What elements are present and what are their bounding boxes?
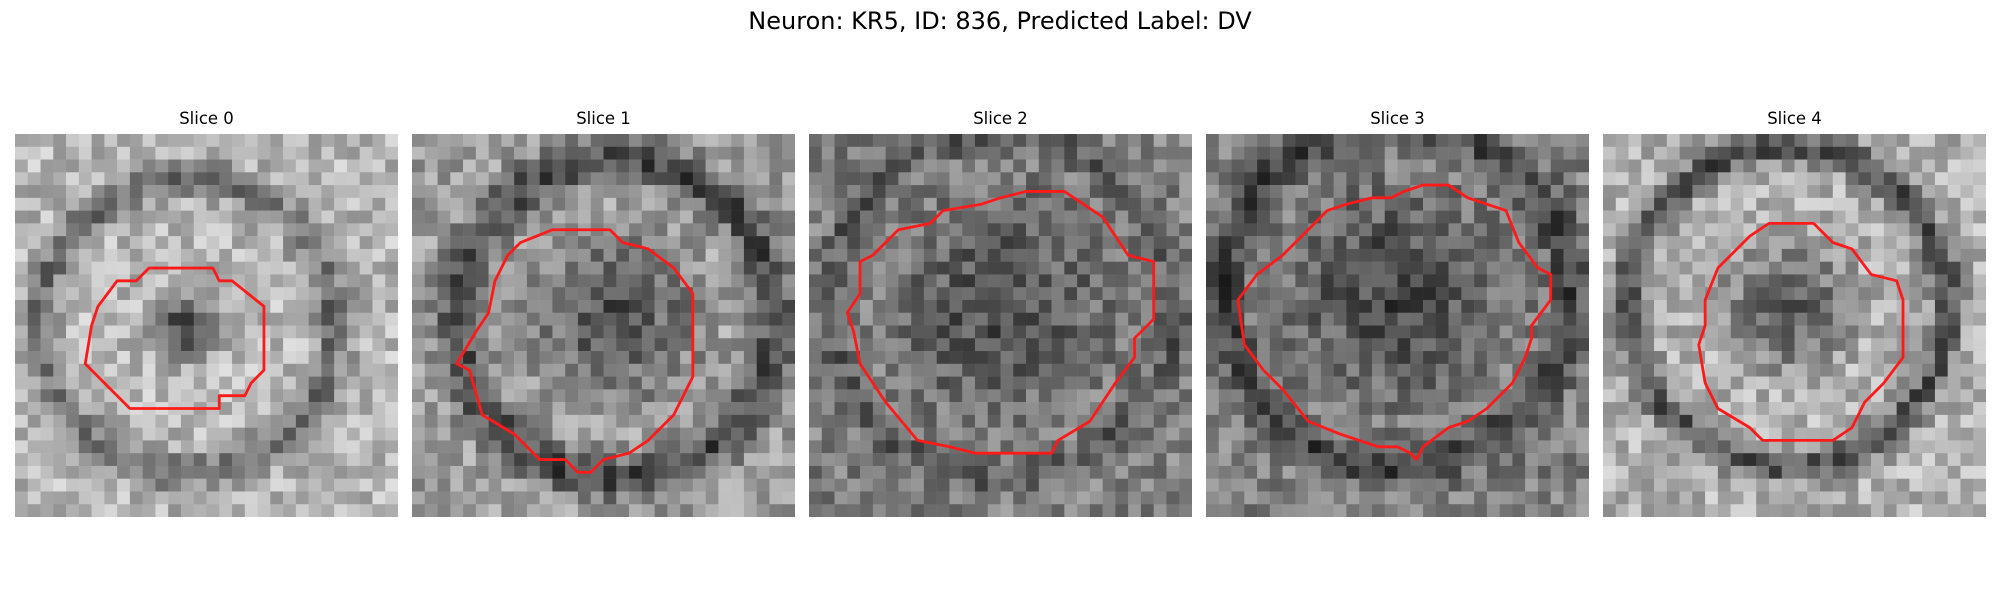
pixel-grid bbox=[809, 134, 1192, 517]
slice-title: Slice 4 bbox=[1767, 109, 1822, 128]
cell-contour bbox=[1236, 183, 1553, 461]
figure-title: Neuron: KR5, ID: 836, Predicted Label: D… bbox=[748, 7, 1252, 35]
slice-image bbox=[412, 134, 795, 517]
pixel-grid bbox=[1603, 134, 1986, 517]
pixel-grid bbox=[1206, 134, 1589, 517]
cell-contour bbox=[845, 190, 1156, 455]
slice-image bbox=[809, 134, 1192, 517]
pixel-grid bbox=[412, 134, 795, 517]
pixel-grid bbox=[15, 134, 398, 517]
cell-contour bbox=[455, 228, 695, 474]
slice-image bbox=[15, 134, 398, 517]
slice-title: Slice 3 bbox=[1370, 109, 1425, 128]
slice-title: Slice 0 bbox=[179, 109, 234, 128]
slice-image bbox=[1603, 134, 1986, 517]
slice-title: Slice 2 bbox=[973, 109, 1028, 128]
slice-title: Slice 1 bbox=[576, 109, 631, 128]
cell-contour bbox=[83, 266, 266, 410]
slice-image bbox=[1206, 134, 1589, 517]
cell-contour bbox=[1697, 221, 1905, 442]
